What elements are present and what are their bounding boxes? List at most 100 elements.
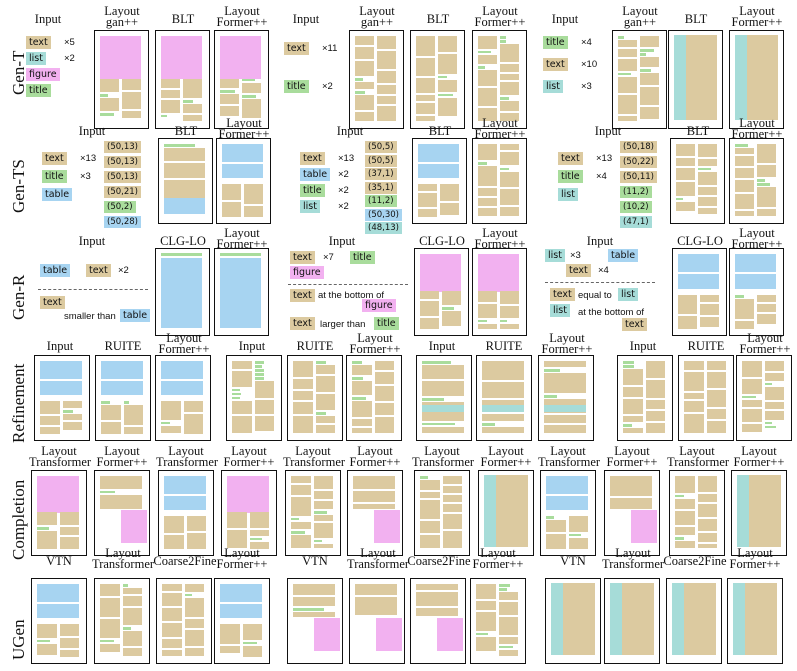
ugen-vtn-frame-0-text-block (37, 643, 57, 656)
completion-layouttransformer-frame-2-text-block (313, 515, 333, 522)
gen-r-layoutformer-frame-1-text-block (500, 291, 519, 305)
completion-layouttransformer-frame-0-text-block (59, 512, 79, 526)
completion-layoutformer-frame-1-text-block (249, 529, 269, 536)
ugen-layouttransformer-frame-0-text-block (100, 643, 120, 653)
gen-t-layoutformer-frame-2-text-block (746, 35, 779, 120)
ugen-vtn-frame-2-list-block (551, 583, 564, 655)
refinement-ruite-frame-1-text-block (315, 393, 335, 411)
refinement-input-frame-3-text-block (623, 428, 643, 433)
refinement-layoutformer-header-2: Layout Former++ (538, 332, 596, 354)
completion-layouttransformer-frame-2-text-block (291, 521, 311, 530)
completion-layoutformer-frame-0-text-block (100, 476, 142, 489)
refinement-layoutformer-frame-0-text-block (161, 401, 181, 420)
gen-ts-input-0-size-4: (50,2) (104, 201, 136, 213)
completion-layoutformer-header-2-line1: Layout (357, 444, 393, 458)
gen-t-blt-frame-0-text-block (161, 78, 180, 88)
gen-t-layoutformer-frame-1-text-block (500, 113, 519, 121)
refinement-input-frame-1-title-block (254, 361, 264, 364)
ugen-coarse2fine-frame-2 (666, 578, 722, 664)
gen-ts-input-2-size-5: (47,1) (620, 216, 652, 228)
refinement-input-frame-3-text-block (623, 416, 643, 423)
refinement-input-frame-2-title-block (422, 398, 444, 401)
gen-t-input-header-2: Input (551, 12, 579, 26)
refinement-ruite-frame-1-text-block (293, 402, 313, 415)
ugen-layoutformer-frame-0-text-block (220, 645, 240, 654)
gen-r-2-r2mid: at the bottom of (578, 307, 645, 318)
refinement-ruite-frame-3-text-block (706, 409, 726, 420)
completion-layouttransformer-frame-4 (540, 470, 596, 556)
gen-t-input-2-tag-text: text (543, 58, 568, 71)
gen-ts-input-0-tag-text: text (42, 152, 67, 165)
gen-r-layoutformer-header-1-line1: Layout (482, 226, 518, 240)
gen-ts-blt-frame-2-text-block (698, 144, 717, 158)
completion-layouttransformer-frame-0-title-block (37, 527, 49, 530)
refinement-layoutformer-frame-1-text-block (374, 417, 394, 433)
gen-r-clglo-header-2: CLG-LO (677, 234, 723, 248)
ugen-coarse2fine-frame-1 (410, 578, 466, 664)
gen-r-0-rel-b: table (120, 309, 151, 322)
refinement-layoutformer-frame-1-text-block (352, 428, 372, 433)
completion-layouttransformer-header-5-line2: Transformer (667, 454, 730, 469)
refinement-layoutformer-frame-3-text-block (742, 409, 762, 422)
gen-t-layoutformer-header-1-line1: Layout (482, 4, 518, 18)
gen-r-layoutformer-frame-2-text-block (735, 320, 754, 329)
refinement-layoutformer-frame-0-title-block (161, 421, 170, 425)
completion-layouttransformer-frame-5-text-block (675, 476, 695, 493)
gen-r-clglo-frame-2 (672, 248, 727, 336)
ugen-coarse2fine-frame-0-text-block (162, 650, 182, 656)
gen-r-layoutformer-frame-0 (214, 248, 269, 336)
refinement-layoutformer-frame-2-text-block (544, 373, 586, 394)
gen-t-layoutgan-frame-1-title-block (355, 78, 363, 81)
completion-layouttransformer-frame-5-text-block (697, 519, 717, 532)
refinement-input-frame-3-text-block (645, 361, 665, 378)
gen-r-clglo-frame-2-table-block (678, 274, 719, 290)
refinement-input-frame-0-text-block (62, 401, 82, 409)
gen-t-blt-frame-1-text-block (438, 36, 457, 53)
refinement-input-frame-1-text-block (232, 416, 252, 433)
gen-ts-blt-frame-1-text-block (418, 193, 437, 207)
gen-t-layoutformer-header-0-line2: Former++ (216, 14, 268, 29)
gen-ts-layoutformer-frame-0-text-block (222, 184, 241, 200)
refinement-layoutformer-header-3: Layout Former++ (736, 332, 794, 354)
gen-ts-blt-frame-2-text-block (676, 181, 695, 196)
gen-r-1-r2a: text (290, 317, 315, 330)
ugen-vtn-frame-0-text-block (37, 624, 57, 638)
gen-t-layoutgan-frame-2 (612, 30, 667, 129)
refinement-input-header-1: Input (238, 339, 266, 353)
gen-ts-blt-header-0: BLT (174, 124, 198, 138)
ugen-vtn-frame-1-figure-block (313, 618, 340, 652)
refinement-layoutformer-frame-3-title-block (764, 421, 772, 425)
gen-r-clglo-frame-1-text-block (420, 291, 439, 300)
refinement-input-frame-1-title-block (254, 377, 265, 380)
gen-t-blt-frame-1-title-block (438, 93, 454, 97)
ugen-layoutformer-header-2-line1: Layout (737, 546, 773, 560)
gen-r-layoutformer-frame-2-table-block (735, 274, 776, 290)
refinement-layoutformer-frame-0-text-block (183, 414, 203, 434)
gen-t-layoutformer-header-0-line1: Layout (224, 4, 260, 18)
gen-t-layoutformer-frame-2 (729, 30, 784, 129)
refinement-layoutformer-frame-1-title-block (352, 377, 363, 380)
refinement-input-frame-3-title-block (623, 424, 633, 427)
completion-layouttransformer-frame-3-text-block (442, 486, 462, 494)
ugen-coarse2fine-frame-1-text-block (416, 584, 458, 591)
gen-t-input-1-count-1: ×2 (322, 81, 333, 92)
gen-r-2-r1a: text (550, 288, 575, 301)
completion-layoutformer-header-5-line1: Layout (741, 444, 777, 458)
completion-layouttransformer-header-5-line1: Layout (679, 444, 715, 458)
gen-ts-layoutformer-frame-1-text-block (500, 152, 519, 166)
gen-r-clglo-header-0: CLG-LO (160, 234, 206, 248)
refinement-ruite-frame-1-text-block (315, 416, 335, 423)
completion-layouttransformer-frame-2-text-block (291, 476, 311, 483)
refinement-ruite-frame-2-text-block (482, 361, 524, 381)
gen-ts-layoutformer-header-0: Layout Former++ (212, 117, 276, 139)
ugen-layouttransformer-header-0-line1: Layout (105, 546, 141, 560)
gen-t-layoutformer-frame-1-text-block (478, 70, 497, 87)
completion-layouttransformer-frame-2 (285, 470, 341, 556)
refinement-layoutformer-frame-3-text-block (742, 399, 762, 408)
gen-ts-input-1-count-0: ×13 (338, 153, 355, 164)
ugen-layouttransformer-header-2: Layout Transformer (602, 547, 664, 569)
gen-ts-input-0-tag-table: table (42, 188, 73, 201)
gen-ts-layoutformer-frame-1-text-block (500, 144, 519, 151)
ugen-layouttransformer-header-0-line2: Transformer (92, 556, 155, 571)
gen-ts-input-2-size-1: (50,22) (620, 156, 657, 168)
